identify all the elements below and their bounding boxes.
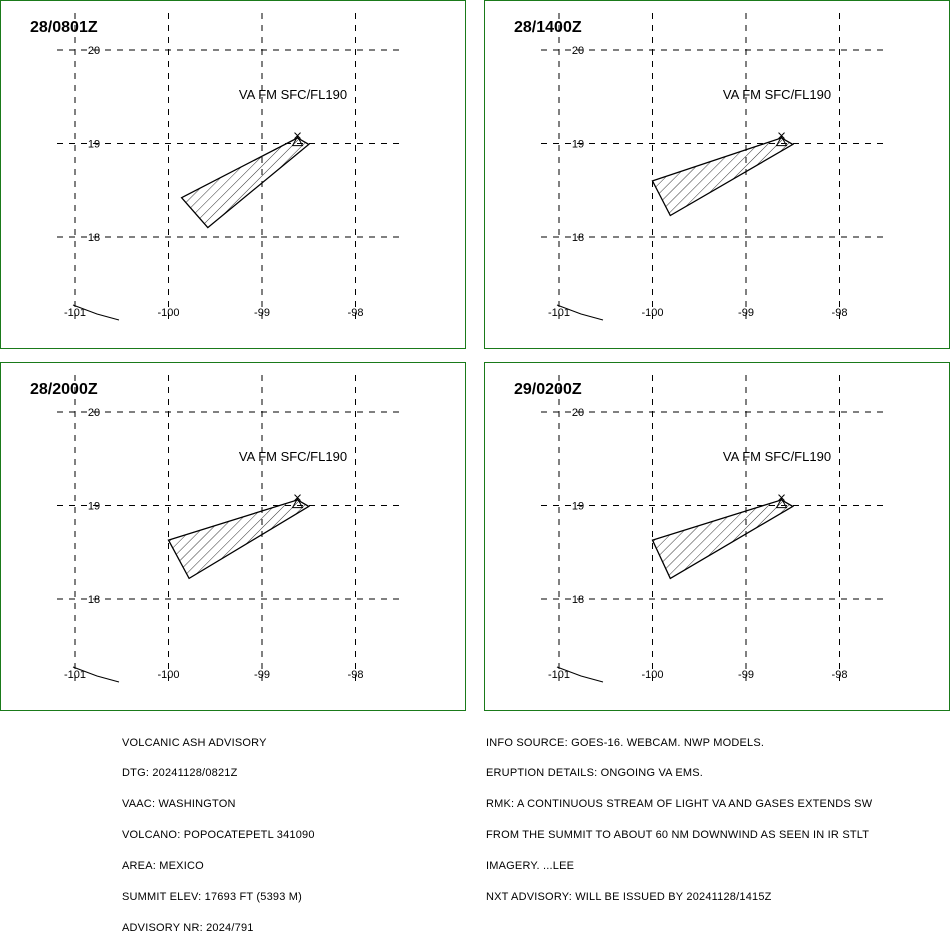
advisory-line: ERUPTION DETAILS: ONGOING VA EMS.: [486, 767, 704, 780]
advisory-line: IMAGERY. ...LEE: [486, 860, 575, 873]
lat-tick-label: 18: [572, 232, 584, 244]
advisory-line: AREA: MEXICO: [122, 860, 204, 873]
lat-tick-label: 18: [88, 232, 100, 244]
advisory-line: VOLCANO: POPOCATEPETL 341090: [122, 829, 315, 842]
lon-tick-label: -101: [548, 307, 570, 319]
lat-tick-label: 19: [88, 501, 100, 513]
ash-cloud-polygon: [651, 499, 795, 580]
lat-tick-label: 20: [572, 45, 584, 57]
volcano-icon: [291, 497, 304, 509]
lon-tick-label: -100: [641, 669, 663, 681]
volcano-summit-mark: [778, 132, 785, 139]
panel-time-title: 28/1400Z: [514, 19, 582, 36]
advisory-line: FROM THE SUMMIT TO ABOUT 60 NM DOWNWIND …: [486, 829, 870, 842]
coastline: [72, 304, 120, 321]
advisory-line: RMK: A CONTINUOUS STREAM OF LIGHT VA AND…: [486, 798, 873, 811]
advisory-line: VOLCANIC ASH ADVISORY: [122, 736, 267, 749]
lat-tick-label: 18: [572, 594, 584, 606]
ash-cloud-polygon: [180, 137, 310, 229]
advisory-line: NXT ADVISORY: WILL BE ISSUED BY 20241128…: [486, 891, 772, 904]
ash-map: -101 -100 -99 -98 20 19 18 VA FM SFC/FL190: [541, 13, 883, 321]
ash-map: -101 -100 -99 -98 20 19 18 VA FM SFC/FL190: [57, 13, 399, 321]
coastline: [72, 666, 120, 683]
forecast-panel-3: 28/2000Z -101 -100 -99 -98 20 19 18 VA FM SFC/F…: [0, 362, 466, 711]
ash-map: -101 -100 -99 -98 20 19 18 VA FM SFC/FL190: [541, 375, 883, 683]
advisory-line: SUMMIT ELEV: 17693 FT (5393 M): [122, 891, 303, 904]
coastline: [556, 666, 604, 683]
panel-time-title: 28/0801Z: [30, 19, 98, 36]
volcano-icon: [291, 135, 304, 147]
volcano-summit-mark: [294, 494, 301, 501]
coastline: [556, 304, 604, 321]
ash-cloud-polygon: [167, 499, 311, 580]
va-level-label: VA FM SFC/FL190: [723, 449, 831, 464]
lat-tick-label: 20: [88, 45, 100, 57]
lon-tick-label: -98: [832, 307, 848, 319]
forecast-panel-1: 28/0801Z -101 -100 -99 -98 20 19 18 VA FM SFC/F…: [0, 0, 466, 349]
lat-tick-label: 18: [88, 594, 100, 606]
lon-tick-label: -100: [157, 307, 179, 319]
forecast-panel-4: 29/0200Z -101 -100 -99 -98 20 19 18 VA FM SFC/F…: [484, 362, 950, 711]
lon-tick-label: -99: [738, 669, 754, 681]
lon-tick-label: -99: [254, 669, 270, 681]
volcano-icon: [775, 497, 788, 509]
advisory-line: ADVISORY NR: 2024/791: [122, 921, 254, 934]
lat-tick-label: 19: [572, 139, 584, 151]
lon-tick-label: -101: [548, 669, 570, 681]
ash-cloud-polygon: [651, 137, 795, 217]
lat-tick-label: 19: [572, 501, 584, 513]
volcano-summit-mark: [294, 132, 301, 139]
advisory-header-block: VOLCANIC ASH ADVISORY DTG: 20241128/0821…: [122, 717, 315, 944]
va-level-label: VA FM SFC/FL190: [239, 449, 347, 464]
va-level-label: VA FM SFC/FL190: [239, 87, 347, 102]
panel-time-title: 28/2000Z: [30, 381, 98, 398]
lon-tick-label: -99: [254, 307, 270, 319]
lon-tick-label: -98: [348, 307, 364, 319]
lon-tick-label: -101: [64, 307, 86, 319]
lon-tick-label: -99: [738, 307, 754, 319]
advisory-remarks-block: INFO SOURCE: GOES-16. WEBCAM. NWP MODELS…: [486, 717, 872, 913]
forecast-panel-2: 28/1400Z -101 -100 -99 -98 20 19 18 VA FM SFC/F…: [484, 0, 950, 349]
lon-tick-label: -101: [64, 669, 86, 681]
lat-tick-label: 19: [88, 139, 100, 151]
lat-tick-label: 20: [572, 407, 584, 419]
advisory-line: DTG: 20241128/0821Z: [122, 767, 238, 780]
lon-tick-label: -100: [641, 307, 663, 319]
advisory-line: VAAC: WASHINGTON: [122, 798, 236, 811]
lon-tick-label: -98: [348, 669, 364, 681]
volcano-icon: [775, 135, 788, 147]
lon-tick-label: -98: [832, 669, 848, 681]
volcano-summit-mark: [778, 494, 785, 501]
va-level-label: VA FM SFC/FL190: [723, 87, 831, 102]
panel-time-title: 29/0200Z: [514, 381, 582, 398]
advisory-line: INFO SOURCE: GOES-16. WEBCAM. NWP MODELS…: [486, 736, 765, 749]
ash-map: -101 -100 -99 -98 20 19 18 VA FM SFC/FL190: [57, 375, 399, 683]
lat-tick-label: 20: [88, 407, 100, 419]
lon-tick-label: -100: [157, 669, 179, 681]
